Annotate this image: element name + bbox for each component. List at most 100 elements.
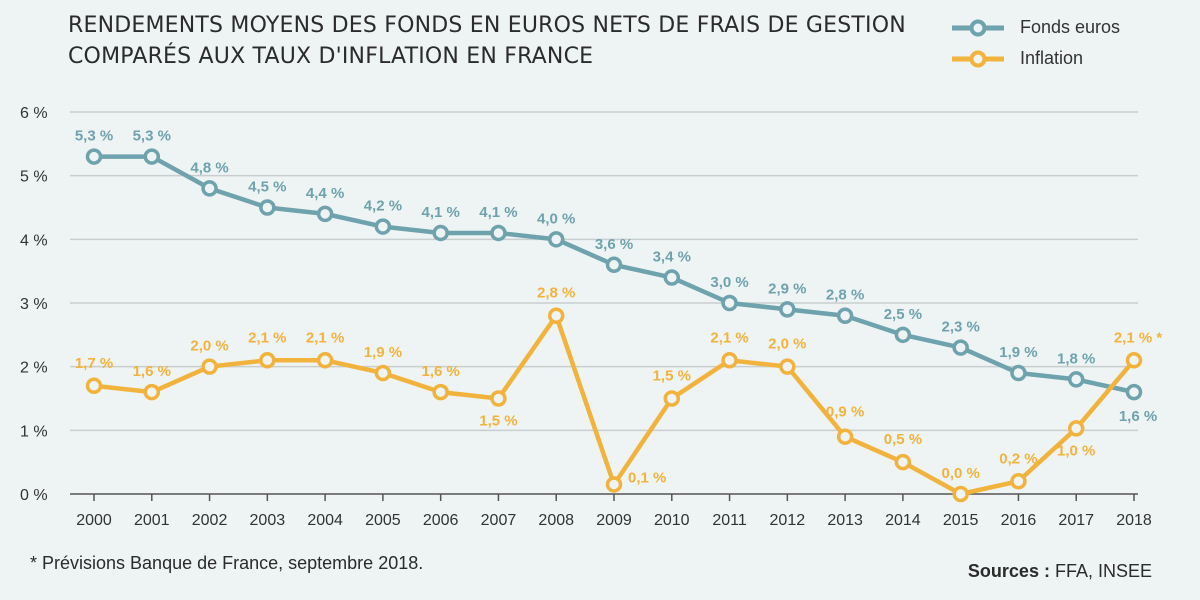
data-point-fonds-euros: [432, 224, 449, 242]
data-point-fonds-euros: [85, 148, 103, 165]
data-label-inflation: 1,6 %: [133, 363, 171, 380]
y-tick-label: 4 %: [20, 232, 48, 249]
data-label-fonds-euros: 4,2 %: [364, 198, 402, 215]
data-point-fonds-euros: [894, 326, 912, 344]
data-point-inflation: [663, 390, 681, 407]
x-tick-label: 2001: [134, 512, 170, 529]
data-point-inflation: [316, 352, 334, 369]
data-label-inflation: 1,6 %: [421, 363, 459, 380]
data-label-fonds-euros: 4,4 %: [306, 185, 344, 202]
data-point-inflation: [143, 383, 161, 401]
data-label-fonds-euros: 4,1 %: [421, 204, 459, 221]
data-label-inflation: 0,5 %: [884, 431, 922, 448]
x-tick-label: 2010: [654, 512, 690, 529]
x-tick-label: 2015: [943, 512, 979, 529]
data-point-fonds-euros: [1010, 364, 1027, 382]
data-point-inflation: [374, 364, 392, 382]
x-tick-label: 2003: [250, 512, 286, 529]
y-tick-label: 6 %: [20, 105, 48, 122]
data-point-fonds-euros: [721, 294, 738, 312]
data-label-fonds-euros: 2,8 %: [826, 287, 864, 304]
data-label-inflation: 0,2 %: [999, 450, 1037, 467]
sources: Sources : FFA, INSEE: [968, 561, 1152, 582]
y-tick-label: 1 %: [20, 423, 48, 440]
data-label-fonds-euros: 1,8 %: [1057, 350, 1095, 367]
data-point-inflation: [1067, 420, 1085, 437]
data-label-fonds-euros: 2,5 %: [884, 306, 922, 323]
x-tick-label: 2002: [192, 512, 228, 529]
data-label-fonds-euros: 4,0 %: [537, 210, 575, 227]
data-point-inflation: [259, 352, 276, 369]
data-point-inflation: [432, 383, 449, 401]
data-point-inflation: [721, 352, 738, 369]
legend: Fonds euros Inflation: [950, 12, 1120, 74]
data-point-fonds-euros: [952, 339, 969, 356]
data-label-inflation: 0,0 %: [941, 465, 979, 482]
x-tick-label: 2013: [827, 512, 863, 529]
data-label-inflation: 1,0 %: [1057, 442, 1095, 459]
x-tick-label: 2006: [423, 512, 459, 529]
data-label-inflation: 2,1 %: [306, 329, 344, 346]
x-tick-label: 2008: [538, 512, 574, 529]
x-tick-label: 2011: [712, 512, 747, 529]
y-tick-label: 0 %: [20, 487, 48, 504]
data-point-fonds-euros: [1067, 371, 1085, 388]
data-point-fonds-euros: [663, 269, 681, 286]
data-label-inflation: 1,5 %: [479, 413, 517, 430]
x-tick-label: 2017: [1058, 512, 1094, 529]
data-label-fonds-euros: 2,3 %: [941, 319, 979, 336]
data-label-fonds-euros: 4,1 %: [479, 204, 517, 221]
legend-label-fonds-euros: Fonds euros: [1020, 17, 1121, 37]
x-tick-label: 2009: [596, 512, 632, 529]
y-tick-label: 5 %: [20, 169, 48, 186]
y-tick-label: 2 %: [20, 360, 48, 377]
data-point-fonds-euros: [490, 224, 507, 242]
footnote: * Prévisions Banque de France, septembre…: [30, 553, 424, 573]
data-point-fonds-euros: [143, 148, 161, 165]
chart-title-line-2: COMPARÉS AUX TAUX D'INFLATION EN FRANCE: [68, 44, 594, 69]
x-tick-label: 2000: [76, 512, 112, 529]
data-point-inflation: [894, 453, 912, 471]
x-tick-label: 2007: [481, 512, 517, 529]
data-point-fonds-euros: [1125, 383, 1143, 401]
data-label-inflation: 1,7 %: [75, 355, 113, 372]
legend-swatch-inflation: [952, 50, 1004, 67]
x-tick-label: 2005: [365, 512, 401, 529]
data-point-inflation: [547, 307, 565, 324]
data-point-fonds-euros: [201, 180, 218, 197]
data-point-inflation: [490, 390, 507, 407]
data-label-fonds-euros: 1,6 %: [1119, 408, 1157, 425]
data-label-fonds-euros: 5,3 %: [75, 128, 113, 145]
data-point-fonds-euros: [547, 231, 565, 248]
data-point-inflation: [779, 358, 796, 375]
legend-item-inflation: Inflation: [950, 43, 1120, 74]
data-label-fonds-euros: 4,8 %: [190, 159, 228, 176]
data-label-fonds-euros: 1,9 %: [999, 344, 1037, 361]
sources-label: Sources :: [967, 561, 1050, 581]
data-point-fonds-euros: [605, 256, 623, 274]
data-point-fonds-euros: [259, 199, 276, 216]
data-point-inflation: [605, 476, 623, 493]
data-label-fonds-euros: 3,6 %: [595, 236, 633, 253]
data-point-inflation: [836, 428, 854, 445]
data-label-fonds-euros: 3,4 %: [653, 249, 691, 266]
data-label-fonds-euros: 5,3 %: [133, 128, 171, 145]
data-label-inflation: 2,0 %: [768, 336, 806, 353]
x-tick-label: 2004: [307, 512, 343, 529]
data-point-fonds-euros: [374, 218, 392, 235]
data-label-inflation: 2,1 %: [248, 329, 286, 346]
data-label-inflation: 1,9 %: [364, 344, 402, 361]
chart-title: RENDEMENTS MOYENS DES FONDS EN EUROS NET…: [68, 10, 906, 72]
legend-item-fonds-euros: Fonds euros: [950, 12, 1120, 43]
data-label-fonds-euros: 4,5 %: [248, 179, 286, 196]
data-label-fonds-euros: 3,0 %: [710, 274, 748, 291]
x-tick-label: 2016: [1001, 512, 1037, 529]
legend-swatch-fonds-euros: [952, 19, 1004, 36]
data-point-inflation: [201, 358, 218, 375]
data-label-inflation: 1,5 %: [653, 368, 691, 385]
x-tick-label: 2014: [885, 512, 921, 529]
chart-title-line-1: RENDEMENTS MOYENS DES FONDS EN EUROS NET…: [68, 13, 906, 38]
y-tick-label: 3 %: [20, 296, 48, 313]
data-point-inflation: [1010, 473, 1027, 490]
